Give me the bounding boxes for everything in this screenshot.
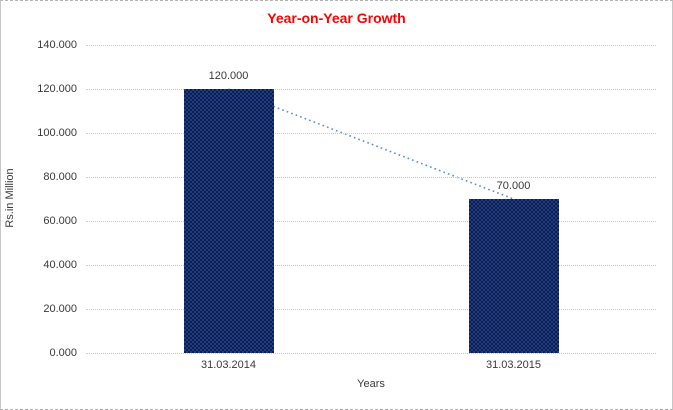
y-tick-label: 0.000 — [49, 347, 77, 359]
y-axis-title: Rs.in Million — [4, 168, 16, 228]
data-label: 120.000 — [208, 70, 249, 82]
plot-area: 120.000 70.000 — [86, 45, 656, 354]
gridline — [86, 133, 656, 134]
y-tick-label: 20.000 — [43, 303, 77, 315]
x-tick-label: 31.03.2014 — [200, 359, 257, 371]
gridline — [86, 309, 656, 310]
gridline — [86, 353, 656, 354]
y-tick-label: 100.000 — [37, 127, 77, 139]
x-tick-label: 31.03.2015 — [485, 359, 542, 371]
data-label: 70.000 — [496, 180, 531, 192]
gridline — [86, 177, 656, 178]
y-tick-label: 120.000 — [37, 83, 77, 95]
gridline — [86, 221, 656, 222]
chart-title: Year-on-Year Growth — [267, 10, 406, 26]
gridline — [86, 45, 656, 46]
y-tick-label: 80.000 — [43, 171, 77, 183]
bar-31.03.2014 — [183, 89, 274, 353]
gridline — [86, 89, 656, 90]
gridline — [86, 265, 656, 266]
bar-31.03.2015 — [468, 199, 559, 353]
y-tick-label: 40.000 — [43, 259, 77, 271]
y-tick-label: 60.000 — [43, 215, 77, 227]
y-tick-label: 140.000 — [37, 39, 77, 51]
x-axis-title: Years — [357, 378, 385, 390]
trendline — [228, 88, 514, 200]
